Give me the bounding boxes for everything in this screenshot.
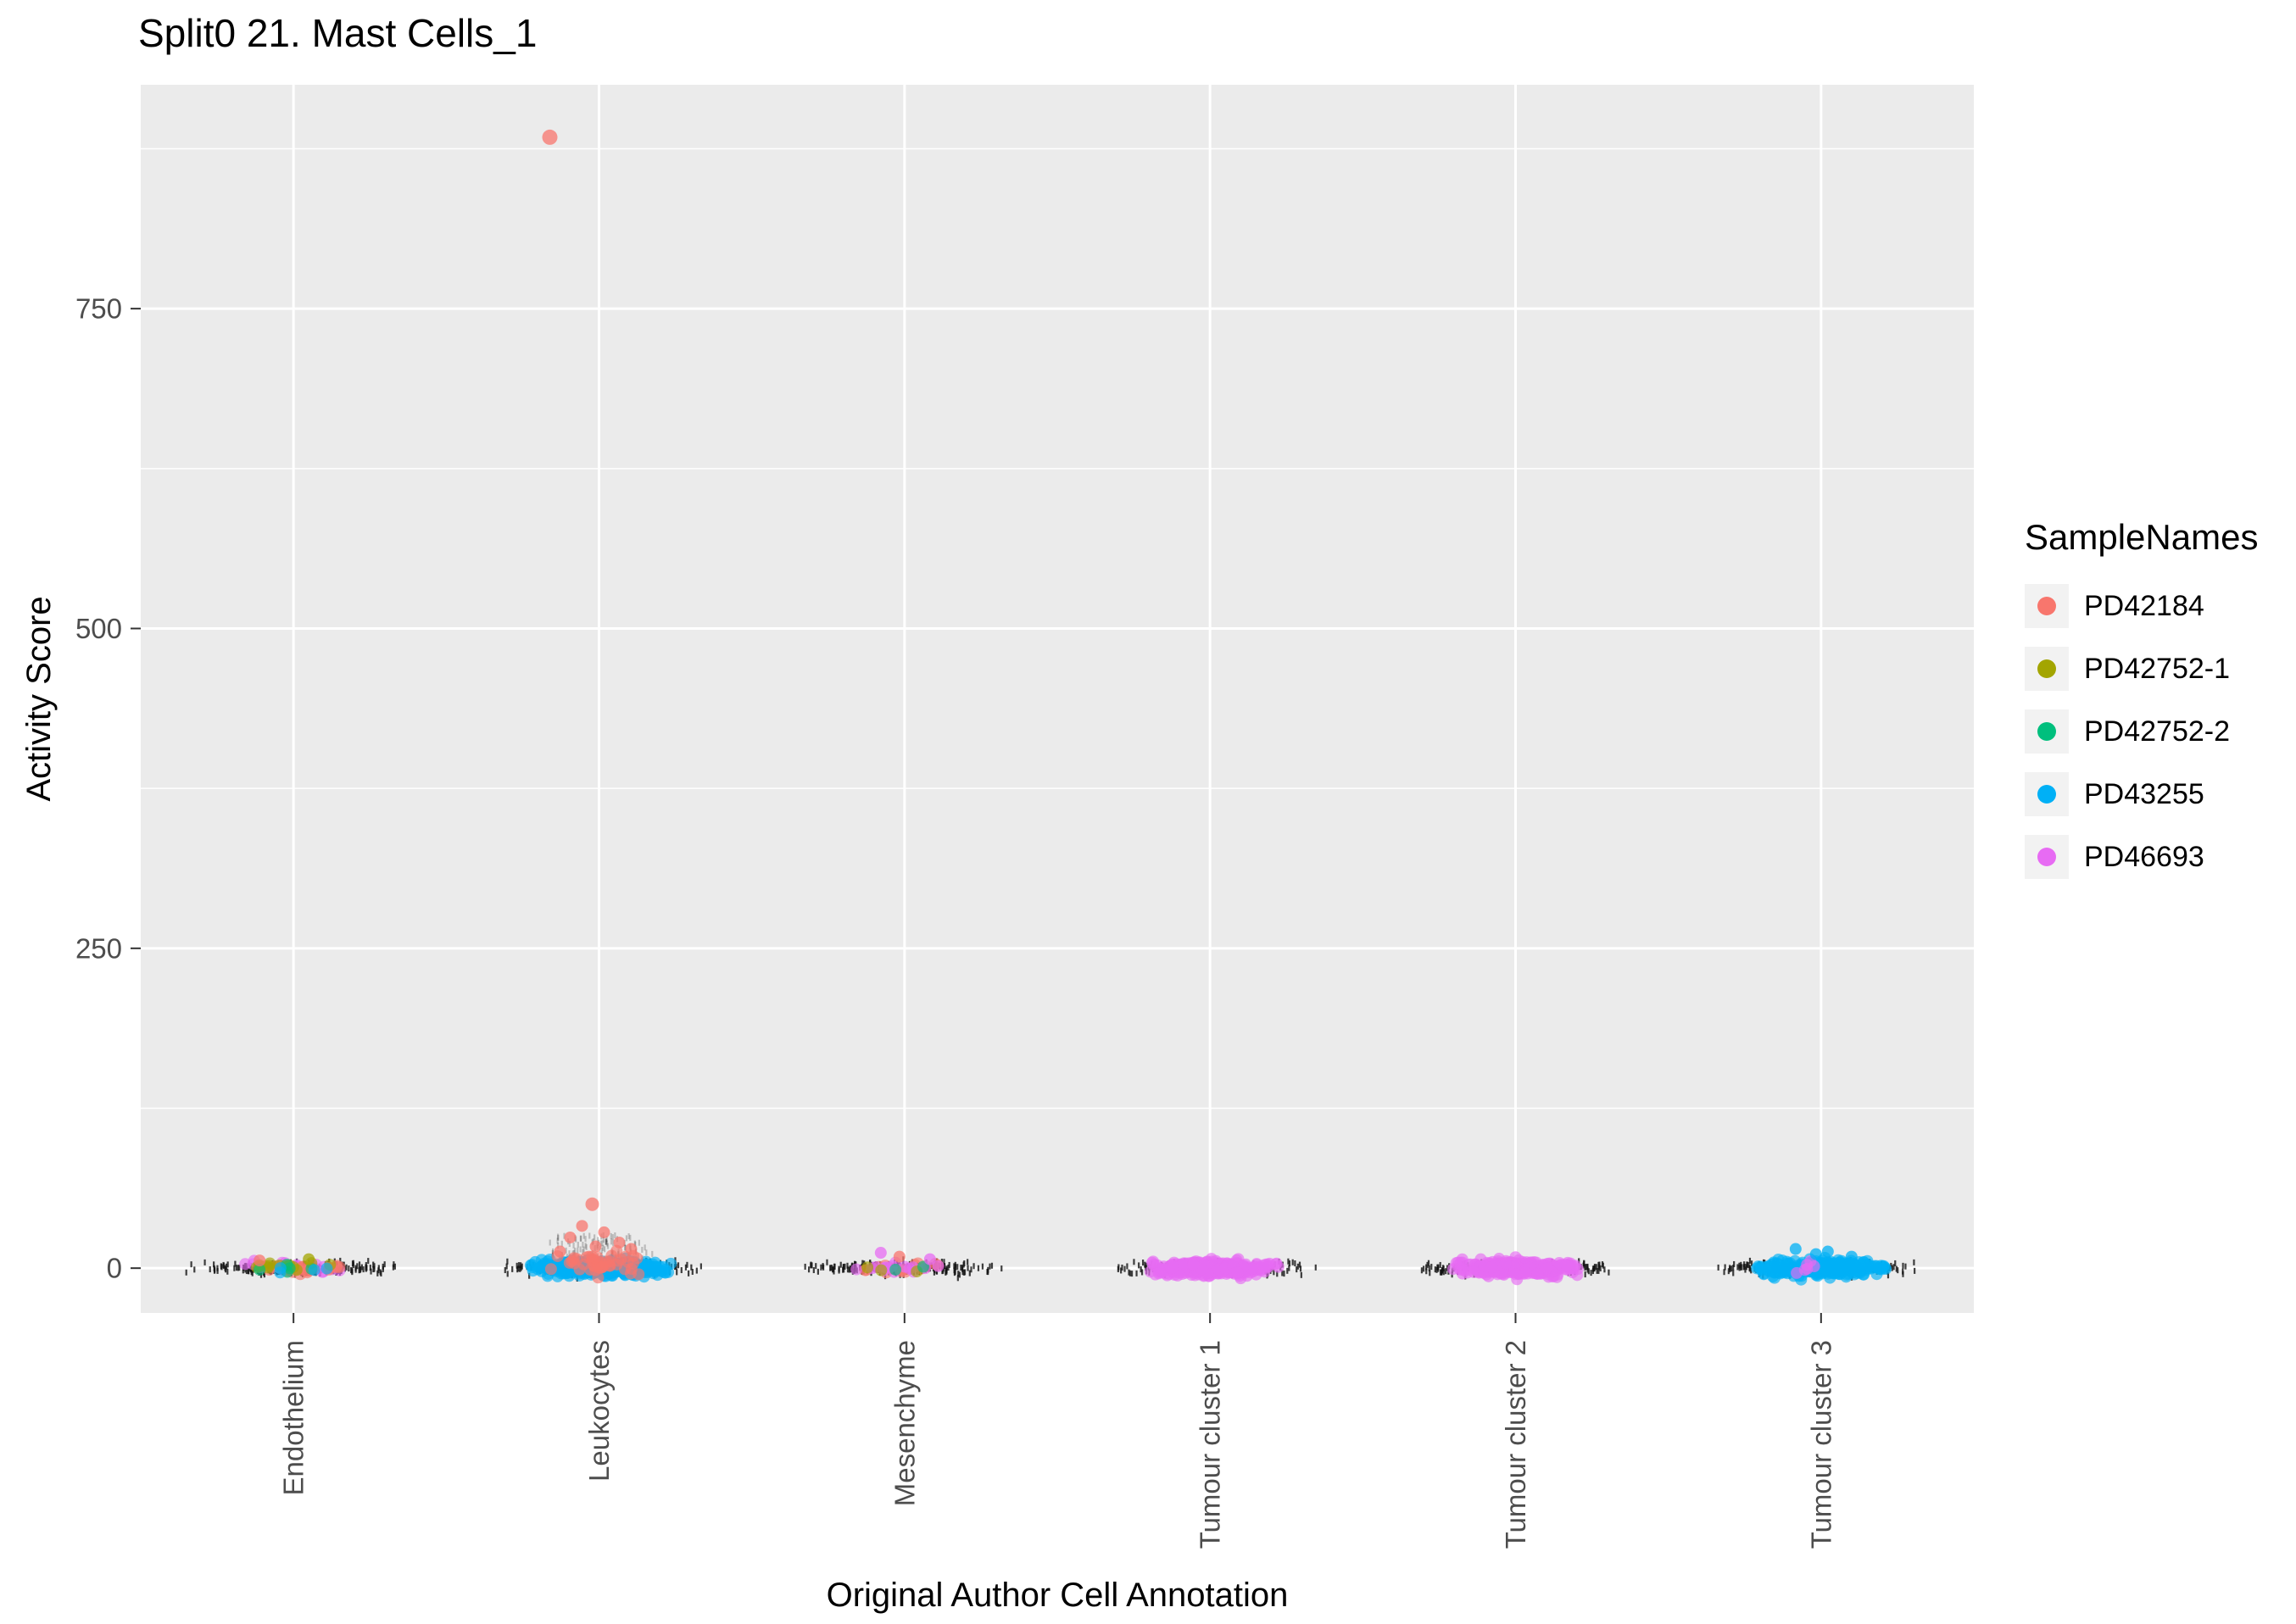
plot-panel [141, 85, 1974, 1313]
legend-label: PD43255 [2084, 777, 2204, 810]
legend-key [2025, 584, 2069, 628]
legend-items: PD42184 PD42752-1 PD42752-2 PD43255 PD46693 [2025, 575, 2258, 888]
axes: 0 250 500 750 Endothelium Leukocytes Mesenchym… [20, 293, 1836, 1614]
x-tick-label: Tumour cluster 1 [1195, 1340, 1226, 1549]
chart-title: Split0 21. Mast Cells_1 [138, 11, 538, 55]
x-axis-title: Original Author Cell Annotation [827, 1577, 1289, 1614]
legend-item: PD46693 [2025, 826, 2258, 888]
y-axis-title: Activity Score [20, 596, 58, 801]
legend-swatch-icon [2037, 785, 2056, 804]
legend-item: PD42752-1 [2025, 637, 2258, 700]
legend-key [2025, 772, 2069, 816]
legend-title: SampleNames [2025, 517, 2259, 557]
y-tick-label: 0 [107, 1253, 122, 1284]
legend-item: PD42752-2 [2025, 700, 2258, 763]
legend-swatch-icon [2037, 597, 2056, 615]
gridlines [141, 85, 1974, 1313]
legend-key [2025, 835, 2069, 879]
y-tick-label: 750 [75, 293, 122, 325]
y-tick-label: 500 [75, 613, 122, 644]
legend-item: PD42184 [2025, 575, 2258, 637]
legend-key [2025, 647, 2069, 691]
legend: SampleNames PD42184 PD42752-1 PD42752-2 PD4… [2025, 515, 2258, 888]
points-layer [185, 129, 1916, 1286]
legend-label: PD42184 [2084, 589, 2204, 622]
legend-key [2025, 709, 2069, 754]
x-tick-label: Leukocytes [583, 1340, 615, 1482]
legend-label: PD46693 [2084, 840, 2204, 873]
x-tick-label: Tumour cluster 2 [1500, 1340, 1531, 1549]
legend-swatch-icon [2037, 722, 2056, 741]
legend-swatch-icon [2037, 848, 2056, 866]
x-tick-label: Tumour cluster 3 [1805, 1340, 1836, 1549]
y-tick-label: 250 [75, 932, 122, 964]
legend-label: PD42752-1 [2084, 652, 2231, 685]
x-tick-label: Mesenchyme [889, 1340, 920, 1506]
legend-swatch-icon [2037, 659, 2056, 678]
x-tick-label: Endothelium [278, 1340, 309, 1495]
legend-label: PD42752-2 [2084, 715, 2231, 748]
legend-item: PD43255 [2025, 763, 2258, 826]
